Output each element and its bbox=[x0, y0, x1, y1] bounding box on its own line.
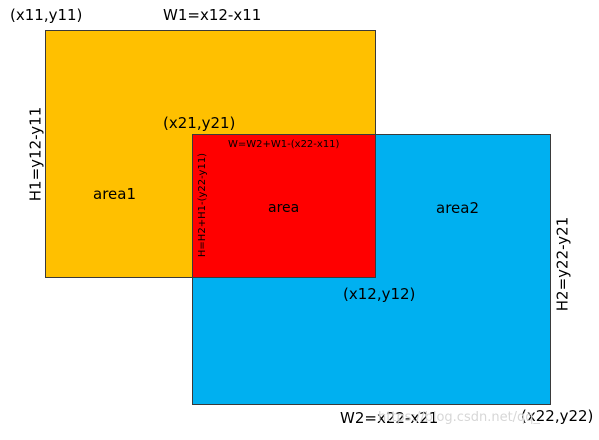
rect2-area-label: area2 bbox=[436, 199, 479, 217]
watermark: https://blog.csdn.net/qq_ bbox=[378, 410, 541, 425]
overlap-height-label: H=H2+H1-(y22-y11) bbox=[197, 152, 208, 258]
overlap-rectangle bbox=[192, 134, 376, 278]
overlap-area-label: area bbox=[268, 200, 300, 216]
rect1-area-label: area1 bbox=[93, 185, 136, 203]
rect2-width-label: W2=x22-x21 bbox=[340, 409, 439, 427]
rect1-width-label: W1=x12-x11 bbox=[163, 6, 262, 24]
rect2-height-label: H2=y22-y21 bbox=[553, 216, 572, 312]
rect2-top-left-coord: (x21,y21) bbox=[163, 114, 236, 132]
rect1-top-left-coord: (x11,y11) bbox=[10, 6, 83, 24]
rect1-height-label: H1=y12-y11 bbox=[26, 106, 45, 202]
overlap-width-label: W=W2+W1-(x22-x11) bbox=[228, 139, 340, 150]
rect1-bottom-right-coord: (x12,y12) bbox=[343, 285, 416, 303]
rect2-bottom-right-coord: (x22,y22) bbox=[521, 407, 594, 425]
